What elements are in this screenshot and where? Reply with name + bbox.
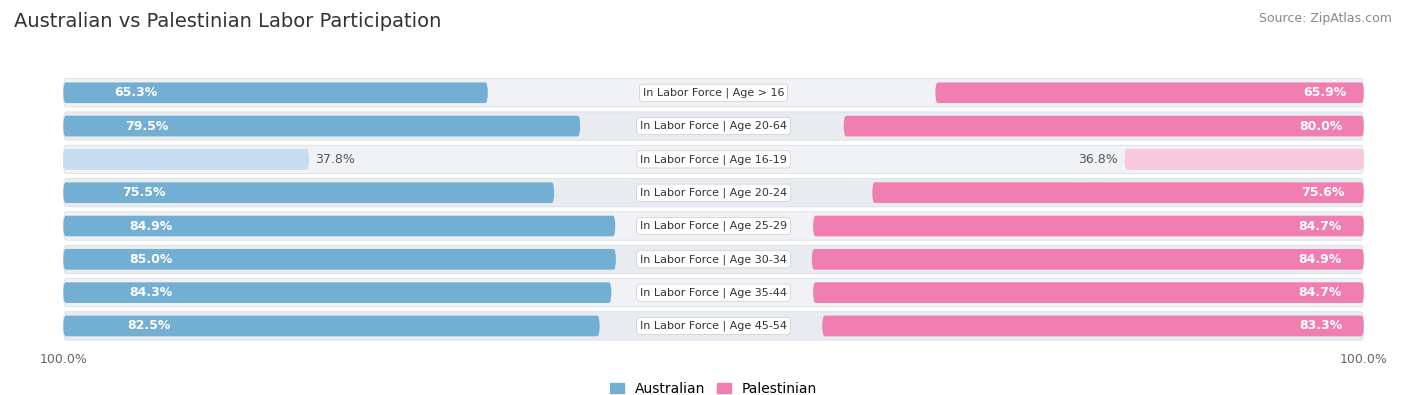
FancyBboxPatch shape (813, 216, 1364, 236)
FancyBboxPatch shape (63, 83, 488, 103)
FancyBboxPatch shape (63, 216, 616, 236)
FancyBboxPatch shape (63, 312, 1364, 340)
FancyBboxPatch shape (1125, 149, 1364, 170)
Text: 37.8%: 37.8% (315, 153, 356, 166)
Text: 84.9%: 84.9% (1299, 253, 1341, 266)
Text: In Labor Force | Age 45-54: In Labor Force | Age 45-54 (640, 321, 787, 331)
FancyBboxPatch shape (63, 282, 612, 303)
Text: 84.9%: 84.9% (129, 220, 173, 233)
Text: 75.6%: 75.6% (1301, 186, 1344, 199)
FancyBboxPatch shape (823, 316, 1364, 336)
Text: 75.5%: 75.5% (122, 186, 166, 199)
FancyBboxPatch shape (63, 278, 1364, 307)
FancyBboxPatch shape (63, 179, 1364, 207)
Text: In Labor Force | Age 35-44: In Labor Force | Age 35-44 (640, 288, 787, 298)
FancyBboxPatch shape (872, 182, 1364, 203)
Text: In Labor Force | Age 20-64: In Labor Force | Age 20-64 (640, 121, 787, 131)
Text: 84.3%: 84.3% (129, 286, 173, 299)
Text: In Labor Force | Age > 16: In Labor Force | Age > 16 (643, 88, 785, 98)
FancyBboxPatch shape (63, 149, 309, 170)
Text: In Labor Force | Age 16-19: In Labor Force | Age 16-19 (640, 154, 787, 165)
FancyBboxPatch shape (844, 116, 1364, 136)
Text: 85.0%: 85.0% (129, 253, 173, 266)
FancyBboxPatch shape (63, 245, 1364, 273)
FancyBboxPatch shape (63, 79, 1364, 107)
FancyBboxPatch shape (935, 83, 1364, 103)
Text: Australian vs Palestinian Labor Participation: Australian vs Palestinian Labor Particip… (14, 12, 441, 31)
Text: 65.3%: 65.3% (114, 86, 157, 99)
Text: 79.5%: 79.5% (125, 120, 169, 133)
FancyBboxPatch shape (63, 212, 1364, 240)
FancyBboxPatch shape (811, 249, 1364, 270)
Text: 36.8%: 36.8% (1078, 153, 1118, 166)
Text: 80.0%: 80.0% (1299, 120, 1343, 133)
Legend: Australian, Palestinian: Australian, Palestinian (605, 376, 823, 395)
FancyBboxPatch shape (63, 112, 1364, 140)
Text: In Labor Force | Age 30-34: In Labor Force | Age 30-34 (640, 254, 787, 265)
Text: 83.3%: 83.3% (1299, 320, 1343, 333)
FancyBboxPatch shape (63, 249, 616, 270)
FancyBboxPatch shape (63, 182, 554, 203)
Text: 82.5%: 82.5% (128, 320, 172, 333)
FancyBboxPatch shape (63, 145, 1364, 173)
FancyBboxPatch shape (63, 316, 600, 336)
FancyBboxPatch shape (63, 116, 581, 136)
FancyBboxPatch shape (813, 282, 1364, 303)
Text: In Labor Force | Age 25-29: In Labor Force | Age 25-29 (640, 221, 787, 231)
Text: Source: ZipAtlas.com: Source: ZipAtlas.com (1258, 12, 1392, 25)
Text: 65.9%: 65.9% (1303, 86, 1347, 99)
Text: 84.7%: 84.7% (1298, 220, 1341, 233)
Text: In Labor Force | Age 20-24: In Labor Force | Age 20-24 (640, 188, 787, 198)
Text: 84.7%: 84.7% (1298, 286, 1341, 299)
